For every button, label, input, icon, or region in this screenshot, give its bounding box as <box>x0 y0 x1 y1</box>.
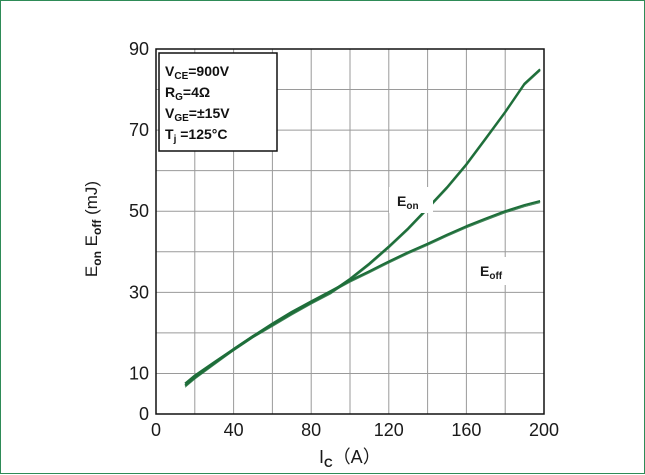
y-axis-label: Eon Eoff (mJ) <box>82 181 104 277</box>
x-tick-label: 120 <box>374 420 404 440</box>
curves <box>184 68 541 388</box>
y-tick-label: 0 <box>139 404 149 424</box>
condition-line: VGE=±15V <box>165 105 230 124</box>
condition-line: VCE=900V <box>165 63 230 82</box>
y-tick-label: 50 <box>129 201 149 221</box>
x-axis-label: IC（A） <box>319 447 381 470</box>
eoff-curve-trace <box>184 202 541 388</box>
eoff-curve <box>184 200 541 387</box>
series-label-eoff: Eoff <box>480 263 503 282</box>
label-bg-eon <box>389 187 433 213</box>
conditions-box-frame <box>158 52 278 152</box>
y-tick-label: 90 <box>129 39 149 59</box>
x-tick-label: 40 <box>224 420 244 440</box>
y-tick-label: 30 <box>129 282 149 302</box>
condition-line: RG=4Ω <box>165 84 210 103</box>
x-tick-label: 200 <box>529 420 559 440</box>
condition-line: Tj =125°C <box>165 126 227 145</box>
x-tick-label: 80 <box>301 420 321 440</box>
tick-labels: 0 40 80 120 160 200 0 10 30 50 70 90 <box>129 39 559 440</box>
x-tick-label: 160 <box>451 420 481 440</box>
plot-border <box>155 48 545 415</box>
label-bg-eoff <box>471 257 515 285</box>
conditions-box: VCE=900V RG=4Ω VGE=±15V Tj =125°C <box>158 52 278 152</box>
series-label-eon: Eon <box>397 193 419 212</box>
y-tick-label: 70 <box>129 120 149 140</box>
grid <box>156 49 544 414</box>
x-tick-label: 0 <box>151 420 161 440</box>
y-tick-label: 10 <box>129 363 149 383</box>
